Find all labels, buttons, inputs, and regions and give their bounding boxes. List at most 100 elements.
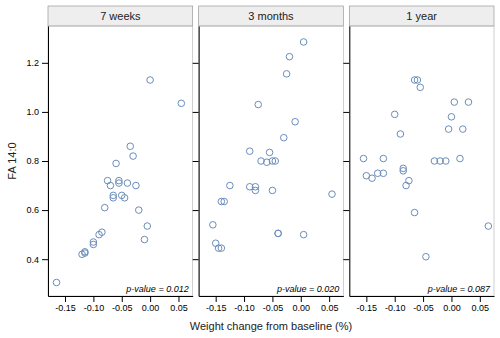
scatter-point <box>286 53 293 60</box>
x-tick-mark <box>366 296 367 302</box>
x-tick: 0.00 <box>142 296 160 313</box>
x-tick: -0.15 <box>206 296 227 313</box>
x-tick-label: -0.10 <box>385 303 406 313</box>
y-tick <box>193 63 199 64</box>
scatter-point <box>210 222 217 229</box>
scatter-point <box>218 245 225 252</box>
y-tick-mark <box>42 161 48 162</box>
x-tick-label: 0.05 <box>170 303 188 313</box>
x-axis: -0.15-0.10-0.050.000.05 <box>199 296 344 313</box>
p-value-annotation: p-value = 0.012 <box>125 284 188 294</box>
scatter-point <box>423 253 430 260</box>
x-tick-label: 0.05 <box>321 303 339 313</box>
y-tick <box>343 63 349 64</box>
panel-title: 1 year <box>406 10 437 22</box>
scatter-point <box>391 111 398 118</box>
x-tick: -0.05 <box>413 296 434 313</box>
y-axis-line <box>48 27 49 297</box>
x-tick-mark <box>65 296 66 302</box>
x-tick: 0.00 <box>443 296 461 313</box>
x-tick-mark <box>451 296 452 302</box>
scatter-point <box>127 143 134 150</box>
y-axis-line <box>349 27 350 297</box>
x-tick: -0.10 <box>385 296 406 313</box>
x-tick-mark <box>329 296 330 302</box>
scatter-point <box>178 100 185 107</box>
x-tick-label: 0.05 <box>472 303 490 313</box>
y-tick: 0.6 <box>26 205 48 215</box>
y-tick <box>193 161 199 162</box>
plot-frame <box>349 26 494 296</box>
x-tick: -0.10 <box>234 296 255 313</box>
x-tick-mark <box>301 296 302 302</box>
panel: 7 weeks-0.15-0.10-0.050.000.050.40.60.81… <box>26 6 193 313</box>
y-tick-mark <box>42 259 48 260</box>
scatter-point <box>53 279 60 286</box>
scatter-point <box>147 77 154 84</box>
y-tick-label: 0.6 <box>26 205 39 215</box>
x-tick-mark <box>122 296 123 302</box>
scatter-point <box>329 191 336 198</box>
x-tick: -0.15 <box>55 296 76 313</box>
scatter-point <box>116 180 123 187</box>
p-value-annotation: p-value = 0.020 <box>276 284 339 294</box>
y-tick-label: 1.0 <box>26 107 39 117</box>
panel-header <box>199 6 344 26</box>
scatter-point <box>400 165 407 172</box>
plot-frame <box>199 26 344 296</box>
scatter-point <box>101 204 108 211</box>
y-tick: 1.2 <box>26 58 48 68</box>
scatter-point <box>417 84 424 91</box>
scatter-point <box>266 149 273 156</box>
chart-svg: 7 weeks-0.15-0.10-0.050.000.050.40.60.81… <box>0 0 500 338</box>
x-tick-label: -0.05 <box>263 303 284 313</box>
scatter-point <box>275 230 282 237</box>
x-axis: -0.15-0.10-0.050.000.05 <box>350 296 495 313</box>
scatter-point <box>110 192 117 199</box>
chart-container: 7 weeks-0.15-0.10-0.050.000.050.40.60.81… <box>0 0 500 338</box>
y-tick-mark <box>193 63 199 64</box>
x-tick-mark <box>216 296 217 302</box>
y-tick-label: 0.4 <box>26 255 39 265</box>
points <box>210 39 336 252</box>
scatter-point <box>280 134 287 141</box>
x-tick-label: -0.15 <box>206 303 227 313</box>
scatter-point <box>144 223 151 230</box>
scatter-point <box>121 195 128 202</box>
y-axis: 0.4 0.6 0.8 1.0 1.2 <box>26 27 48 297</box>
y-tick-mark <box>343 63 349 64</box>
x-tick: 0.05 <box>321 296 339 313</box>
y-axis-title: FA 14:0 <box>6 142 18 179</box>
y-tick-mark <box>343 210 349 211</box>
y-tick-mark <box>193 210 199 211</box>
scatter-point <box>406 177 413 184</box>
y-tick-mark <box>343 259 349 260</box>
scatter-point <box>460 126 467 133</box>
scatter-point <box>411 209 418 216</box>
scatter-point <box>221 198 228 205</box>
scatter-point <box>457 155 464 162</box>
panel-header <box>48 6 193 26</box>
y-tick: 0.8 <box>26 156 48 166</box>
scatter-point <box>99 229 106 236</box>
y-tick-label: 1.2 <box>26 58 39 68</box>
scatter-point <box>255 101 262 108</box>
x-axis-line <box>350 296 495 297</box>
x-tick-label: -0.10 <box>234 303 255 313</box>
scatter-point <box>380 170 387 177</box>
y-tick-mark <box>343 112 349 113</box>
scatter-point <box>292 118 299 125</box>
x-tick-mark <box>272 296 273 302</box>
points <box>53 77 184 286</box>
points <box>360 77 491 260</box>
x-axis: -0.15-0.10-0.050.000.05 <box>49 296 194 313</box>
panel: 1 year-0.15-0.10-0.050.000.05p-value = 0… <box>343 6 494 313</box>
y-tick <box>343 161 349 162</box>
x-tick: -0.05 <box>263 296 284 313</box>
scatter-point <box>135 207 142 214</box>
scatter-point <box>133 182 140 189</box>
p-value-annotation: p-value = 0.087 <box>427 284 491 294</box>
x-tick: -0.05 <box>112 296 133 313</box>
x-axis-line <box>199 296 344 297</box>
scatter-point <box>369 175 376 182</box>
